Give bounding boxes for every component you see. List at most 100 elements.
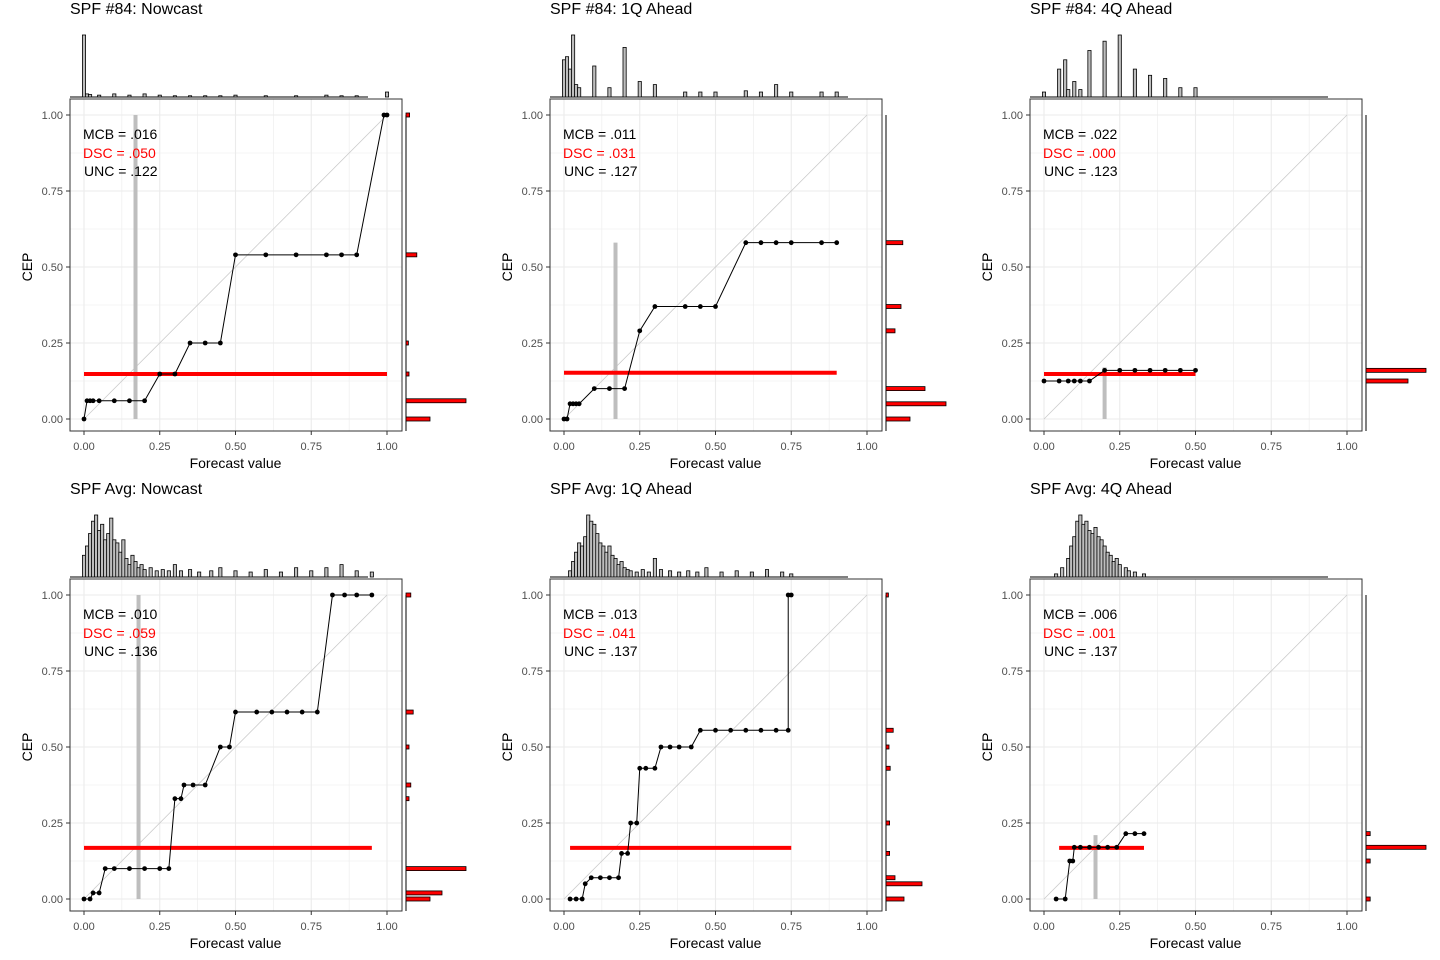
top-histogram-bar — [592, 65, 597, 98]
panel-title: SPF Avg: Nowcast — [70, 481, 203, 498]
x-tick-label: 0.00 — [73, 921, 94, 933]
cep-point — [354, 592, 360, 598]
axes: 0.00 0.25 0.50 0.75 1.00 0.00 0.25 0.50 0.75 1.00… — [979, 590, 1358, 951]
y-axis-label: CEP — [499, 733, 515, 762]
right-histogram — [1365, 115, 1427, 431]
top-histogram-bar — [203, 95, 208, 98]
cep-point — [293, 252, 299, 258]
top-histogram-bar — [819, 91, 824, 98]
y-tick-label: 1.00 — [1002, 110, 1023, 122]
right-histogram-bar — [885, 765, 891, 771]
x-tick-label: 0.50 — [225, 921, 246, 933]
unc-stat: UNC = .137 — [564, 643, 638, 659]
cep-point — [1062, 896, 1068, 902]
cep-point — [667, 744, 673, 750]
y-tick-label: 0.50 — [42, 262, 63, 274]
chart-panel: SPF Avg: 1Q Ahead MCB = .013 DSC = .041 UNC… — [499, 481, 923, 951]
right-histogram-bar — [405, 371, 410, 377]
panel-title: SPF #84: 4Q Ahead — [1030, 1, 1172, 18]
y-tick-label: 1.00 — [42, 590, 63, 602]
top-histogram-bar — [172, 95, 177, 98]
cep-point — [682, 304, 688, 309]
cep-point — [622, 386, 627, 391]
right-histogram-bar — [885, 416, 911, 422]
top-histogram-bar — [154, 570, 159, 578]
top-histogram-bar — [160, 569, 165, 578]
cep-point — [166, 866, 172, 871]
top-histogram-bar — [1063, 59, 1068, 98]
cep-point — [619, 851, 624, 856]
top-histogram-bar — [112, 93, 117, 98]
top-histogram-bar — [765, 569, 770, 578]
cep-point — [1087, 844, 1092, 850]
right-histogram-bar — [405, 782, 412, 788]
cep-point — [788, 592, 794, 598]
y-tick-label: 0.00 — [1002, 414, 1023, 426]
cep-point — [637, 765, 643, 771]
cep-point — [1105, 844, 1111, 850]
cep-point — [785, 727, 791, 733]
cep-point — [187, 340, 193, 346]
top-histogram — [550, 34, 848, 98]
right-histogram-bar — [885, 401, 947, 407]
x-tick-label: 0.25 — [629, 441, 650, 453]
cep-point — [658, 744, 664, 750]
right-histogram-bar — [405, 398, 467, 404]
top-histogram-bar — [278, 571, 283, 578]
cep-point — [1117, 367, 1123, 373]
cep-point — [1070, 858, 1076, 864]
cep-point — [342, 592, 347, 598]
x-tick-label: 0.50 — [1185, 921, 1206, 933]
right-histogram — [405, 112, 467, 431]
cep-point — [1132, 367, 1138, 373]
y-tick-label: 0.25 — [1002, 338, 1023, 350]
top-histogram-bar — [637, 81, 642, 98]
top-histogram-bar — [758, 91, 763, 98]
top-histogram-bar — [1132, 571, 1137, 578]
y-tick-label: 0.25 — [1002, 818, 1023, 830]
top-histogram-bar — [628, 570, 633, 578]
top-histogram-bar — [218, 95, 223, 98]
top-histogram-bar — [88, 94, 93, 98]
y-tick-label: 0.75 — [1002, 186, 1023, 198]
cep-point — [324, 252, 329, 258]
dsc-stat: DSC = .001 — [1043, 625, 1116, 641]
cep-point — [567, 896, 573, 902]
y-axis-label: CEP — [979, 733, 995, 762]
right-histogram-bar — [405, 340, 409, 346]
right-histogram-bar — [1365, 831, 1371, 837]
x-tick-label: 0.75 — [1261, 441, 1282, 453]
cep-point — [773, 240, 779, 246]
mcb-stat: MCB = .013 — [563, 606, 638, 622]
cep-point — [1177, 367, 1183, 373]
right-histogram-bar — [405, 896, 431, 902]
cep-point — [96, 890, 102, 896]
top-histogram-bar — [1117, 34, 1122, 98]
y-axis-label: CEP — [19, 733, 35, 762]
cep-point — [314, 709, 320, 715]
right-histogram-bar — [405, 112, 410, 118]
top-histogram-bar — [571, 34, 576, 98]
x-tick-label: 0.50 — [225, 441, 246, 453]
x-axis-label: Forecast value — [190, 455, 282, 471]
top-histogram-bar — [354, 570, 359, 578]
cep-point — [788, 240, 794, 246]
dsc-stat: DSC = .031 — [563, 145, 636, 161]
mcb-stat: MCB = .022 — [1043, 126, 1118, 142]
top-histogram-bar — [1132, 68, 1137, 98]
cep-point — [1041, 378, 1047, 384]
top-histogram-bar — [640, 569, 645, 578]
cep-point — [190, 782, 196, 788]
y-tick-label: 0.50 — [42, 742, 63, 754]
unc-stat: UNC = .127 — [564, 163, 638, 179]
top-histogram-bar — [677, 571, 682, 578]
x-axis-label: Forecast value — [1150, 935, 1242, 951]
x-tick-label: 0.25 — [1109, 921, 1130, 933]
top-histogram-bar — [734, 570, 739, 578]
cep-point — [743, 240, 749, 246]
cep-point — [269, 709, 275, 715]
y-tick-label: 1.00 — [42, 110, 63, 122]
cep-point — [713, 304, 718, 309]
cep-point — [90, 398, 96, 404]
x-tick-label: 0.75 — [1261, 921, 1282, 933]
